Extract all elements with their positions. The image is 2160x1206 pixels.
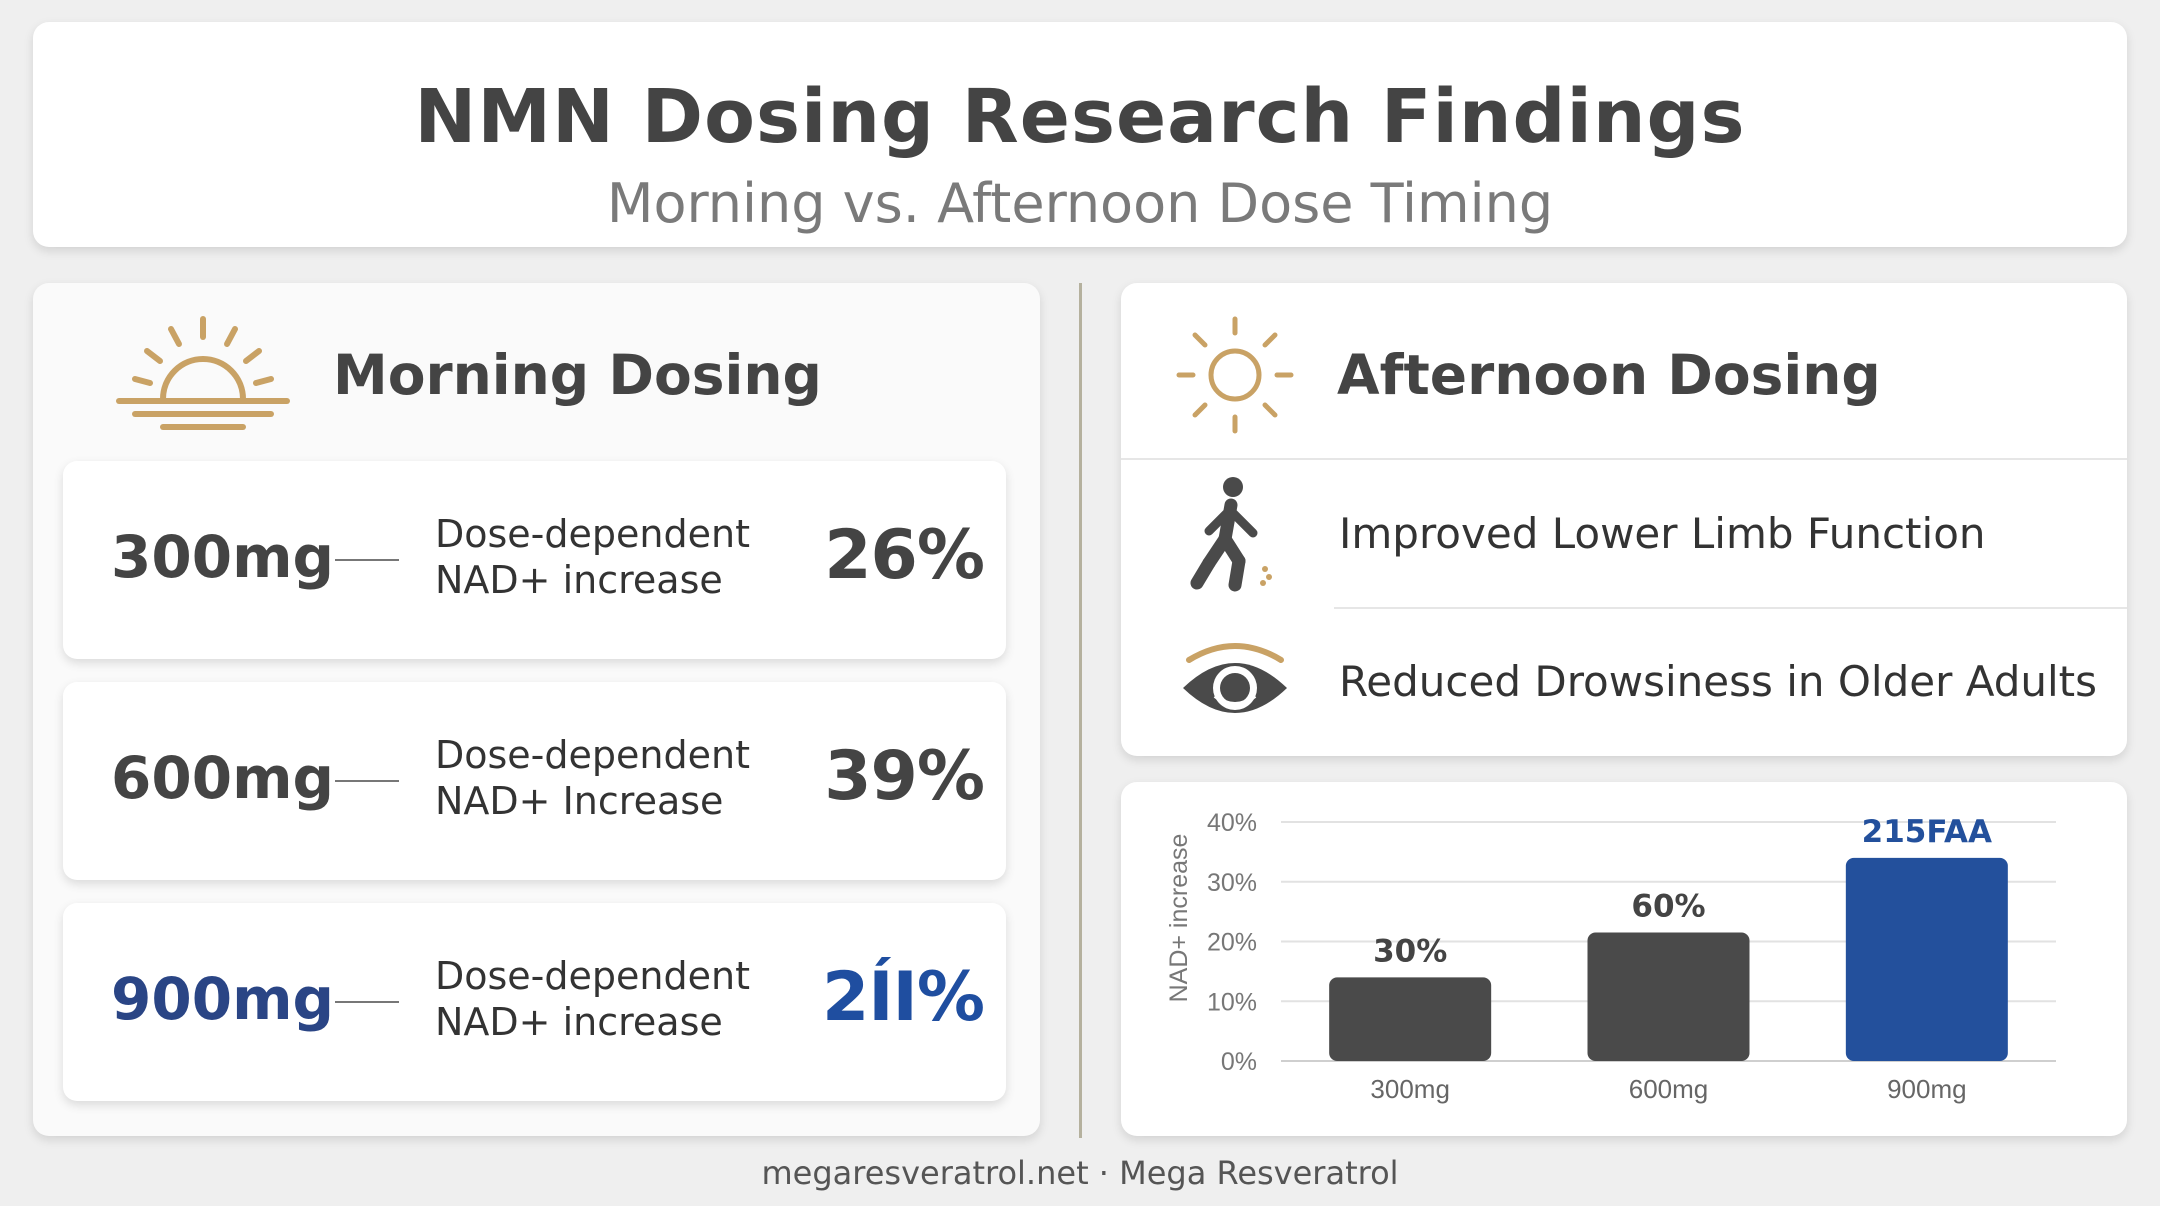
walking-person-icon bbox=[1190, 477, 1272, 592]
dose-card-600mg: 600mg Dose-dependent NAD+ Increase 39% bbox=[63, 682, 1006, 880]
dose-desc-line1: Dose-dependent bbox=[435, 733, 750, 777]
benefit-drowsiness: Reduced Drowsiness in Older Adults bbox=[1339, 657, 2097, 706]
y-tick-label: 20% bbox=[1207, 929, 1257, 957]
dose-description: Dose-dependent NAD+ increase bbox=[435, 953, 750, 1045]
dose-percent: 2ÍI% bbox=[821, 958, 985, 1037]
dose-desc-line1: Dose-dependent bbox=[435, 954, 750, 998]
sun-icon bbox=[1176, 316, 1294, 434]
y-tick-label: 10% bbox=[1207, 988, 1257, 1016]
x-tick-label: 600mg bbox=[1629, 1074, 1709, 1104]
dose-card-900mg: 900mg Dose-dependent NAD+ increase 2ÍI% bbox=[63, 903, 1006, 1101]
morning-panel: Morning Dosing 300mg Dose-dependent NAD+… bbox=[33, 283, 1040, 1136]
y-tick-label: 30% bbox=[1207, 869, 1257, 897]
eye-icon bbox=[1183, 643, 1287, 713]
x-tick-label: 900mg bbox=[1887, 1074, 1967, 1104]
bar-data-label: 215FAA bbox=[1862, 814, 1992, 850]
afternoon-panel: Afternoon Dosing Improved Lower Limb Fun… bbox=[1121, 283, 2127, 756]
dose-description: Dose-dependent NAD+ increase bbox=[435, 511, 750, 603]
page-subtitle: Morning vs. Afternoon Dose Timing bbox=[606, 172, 1554, 235]
divider-line bbox=[1121, 458, 2127, 460]
dose-desc-line2: NAD+ Increase bbox=[435, 779, 724, 823]
afternoon-title: Afternoon Dosing bbox=[1337, 343, 1881, 407]
sunrise-icon bbox=[116, 316, 290, 430]
dose-desc-line2: NAD+ increase bbox=[435, 558, 723, 602]
dose-desc-line1: Dose-dependent bbox=[435, 512, 750, 556]
dose-percent: 39% bbox=[824, 737, 985, 816]
header-card: NMN Dosing Research Findings Morning vs.… bbox=[33, 22, 2127, 247]
bar-data-label: 30% bbox=[1373, 933, 1447, 969]
y-axis-label: NAD+ increase bbox=[1165, 834, 1193, 1003]
bar-600mg bbox=[1587, 932, 1750, 1061]
dose-card-300mg: 300mg Dose-dependent NAD+ increase 26% bbox=[63, 461, 1006, 659]
dose-percent: 26% bbox=[824, 516, 985, 595]
divider-line bbox=[1334, 607, 2127, 609]
footer-credit: megaresveratrol.net · Mega Resveratrol bbox=[761, 1154, 1399, 1192]
dose-description: Dose-dependent NAD+ Increase bbox=[435, 732, 750, 824]
dose-dash bbox=[335, 780, 399, 782]
dose-dash bbox=[335, 559, 399, 561]
dose-amount: 300mg bbox=[111, 523, 335, 591]
dose-desc-line2: NAD+ increase bbox=[435, 1000, 723, 1044]
dose-amount: 600mg bbox=[111, 744, 335, 812]
y-tick-label: 40% bbox=[1207, 809, 1257, 837]
page-title: NMN Dosing Research Findings bbox=[414, 74, 1746, 160]
dose-amount: 900mg bbox=[111, 965, 335, 1033]
chart-card: 0% 10% 20% 30% 40% 30% 60% 215FAA 300mg 600mg 90… bbox=[1121, 782, 2127, 1136]
morning-title: Morning Dosing bbox=[333, 343, 822, 407]
bar-data-label: 60% bbox=[1631, 889, 1705, 925]
panel-divider bbox=[1079, 283, 1082, 1138]
bar-300mg bbox=[1329, 977, 1492, 1061]
dose-dash bbox=[335, 1001, 399, 1003]
benefit-lower-limb: Improved Lower Limb Function bbox=[1339, 509, 1986, 558]
bar-chart: 0% 10% 20% 30% 40% 30% 60% 215FAA 300mg 600mg 90… bbox=[1165, 809, 2056, 1104]
bar-900mg bbox=[1845, 857, 2008, 1061]
y-tick-label: 0% bbox=[1221, 1048, 1257, 1076]
x-tick-label: 300mg bbox=[1370, 1074, 1450, 1104]
